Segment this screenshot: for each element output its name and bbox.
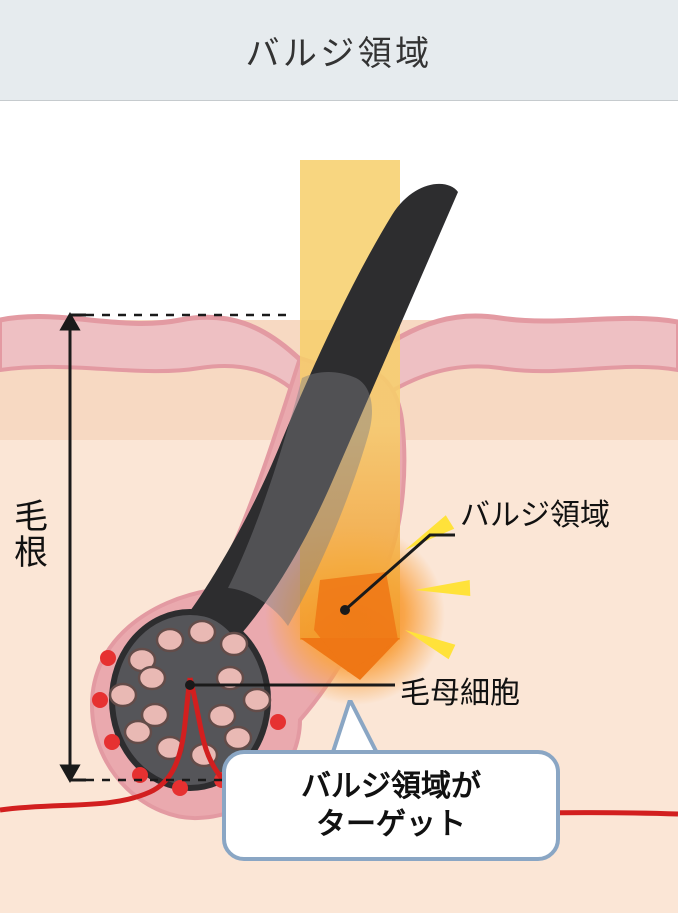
bulge-label: バルジ領域 (460, 490, 610, 534)
hair-root-label: 毛根 (14, 500, 50, 571)
header-title: バルジ領域 (246, 26, 433, 75)
callout-line2: ターゲット (236, 806, 546, 844)
header-bar: バルジ領域 (0, 0, 678, 101)
diagram-canvas: 毛根 バルジ領域 毛母細胞 バルジ領域が ターゲット (0, 120, 678, 913)
callout-line1: バルジ領域が (236, 768, 546, 806)
callout-bubble: バルジ領域が ターゲット (222, 750, 560, 861)
matrix-label: 毛母細胞 (400, 668, 520, 712)
